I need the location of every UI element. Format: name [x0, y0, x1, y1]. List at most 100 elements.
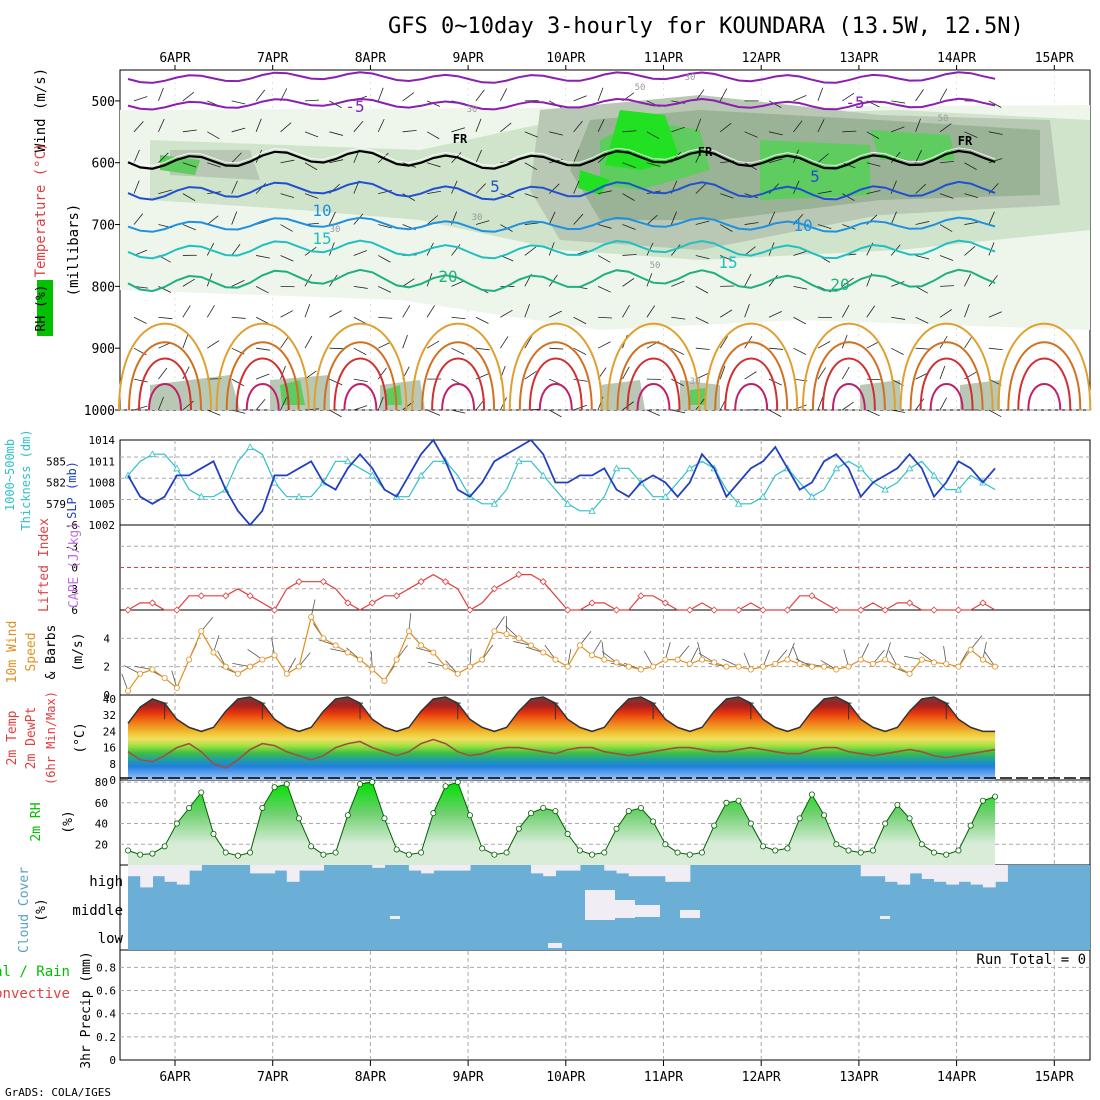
- lifted-index-series-point: [710, 606, 718, 614]
- date-label-top: 14APR: [937, 51, 976, 66]
- wind-label-2: Speed: [24, 632, 39, 671]
- rh2m-series-point: [344, 812, 351, 819]
- wind-barb: [133, 213, 144, 225]
- wind-speed-series-point: [882, 656, 889, 663]
- wind-speed-series-point: [650, 663, 657, 670]
- rh2m-series-point: [320, 851, 327, 858]
- wind10-barb: [787, 642, 795, 660]
- wind-barb: [793, 180, 800, 194]
- wind-barb: [597, 190, 612, 195]
- temp-contour-warm: [1017, 357, 1072, 411]
- wind10-barb: [494, 616, 505, 632]
- rh-contour-label: 30: [472, 213, 483, 223]
- wind-speed-series-point: [418, 642, 425, 649]
- wind-barb: [671, 378, 684, 387]
- rh2m-series-point: [906, 815, 913, 822]
- wind-barb: [769, 347, 784, 350]
- wind-speed-series-point: [528, 642, 535, 649]
- wind-speed-series-point: [369, 666, 376, 673]
- pressure-label-1: 1000~500mb: [3, 439, 17, 511]
- wind-barb: [646, 162, 661, 167]
- date-label-bottom: 12APR: [742, 1070, 781, 1085]
- rh-contour-label: 30: [330, 225, 341, 235]
- date-label-bottom: 15APR: [1035, 1070, 1074, 1085]
- cloud-high-gap: [433, 865, 447, 871]
- thickness-tick-label: 582: [46, 477, 66, 490]
- date-label-top: 15APR: [1035, 51, 1074, 66]
- lifted-index-series-point: [490, 585, 498, 593]
- wind-barb: [793, 316, 807, 325]
- wind-barb: [500, 122, 512, 133]
- wind-barb: [353, 347, 367, 356]
- wind-barb: [622, 366, 630, 380]
- cloud-middle-gap: [585, 890, 615, 920]
- wind10-barb: [643, 650, 654, 667]
- wind-barb: [207, 131, 220, 140]
- wind-barb: [304, 162, 318, 171]
- wind-barb: [719, 365, 726, 380]
- wind-barb: [378, 316, 393, 319]
- temp-label-2: 2m DewPt: [24, 707, 39, 770]
- lifted-index-series-point: [735, 606, 743, 614]
- isotherm-5: [127, 180, 996, 201]
- lifted-index-series-point: [832, 606, 840, 614]
- wind-barb: [622, 130, 637, 133]
- wind-speed-series-point: [857, 656, 864, 663]
- wind-barb: [768, 131, 783, 136]
- cloud-high-gap: [408, 865, 422, 871]
- wind-label-unit: (m/s): [71, 632, 86, 671]
- wind-barb: [231, 409, 246, 414]
- date-label-bottom: 7APR: [257, 1070, 288, 1085]
- temp-label-3: (6hr Min/Max): [44, 691, 58, 785]
- wind-barb: [256, 255, 270, 259]
- wind-barb: [817, 119, 825, 132]
- rh2m-series-point: [430, 810, 437, 817]
- slp-series: [127, 438, 996, 527]
- wind-barb: [280, 310, 294, 318]
- rh2m-series-point: [613, 825, 620, 832]
- wind10-barb: [774, 649, 788, 665]
- wind-barb: [500, 336, 509, 349]
- wind-barb: [988, 311, 1002, 318]
- wind-speed-series-point: [711, 659, 718, 666]
- rh2m-series-point: [784, 845, 791, 852]
- thickness-series-point: [759, 492, 767, 500]
- wind-barb: [573, 404, 587, 411]
- pressure-label-2: Thickness (dm): [19, 429, 33, 530]
- lifted-index-series-point: [368, 599, 376, 607]
- wind-barb: [646, 409, 660, 416]
- wind-barb: [573, 213, 584, 225]
- wind-barb: [426, 409, 441, 416]
- date-label-bottom: 14APR: [937, 1070, 976, 1085]
- temp-contour-warm: [714, 341, 789, 411]
- wind-barb: [255, 398, 266, 411]
- pressure-tick-label: 700: [92, 219, 115, 234]
- rh2m-series-point: [674, 849, 681, 856]
- rh-legend-swatch: [37, 280, 53, 336]
- rh2m-series-point: [308, 843, 315, 850]
- wind-barb: [524, 222, 539, 225]
- wind-barb: [744, 222, 759, 225]
- date-label-bottom: 8APR: [355, 1070, 386, 1085]
- cloud-level-low: low: [98, 931, 124, 947]
- rh2m-series-point: [808, 791, 815, 798]
- wind-barb: [402, 129, 417, 133]
- wind-barb: [817, 224, 832, 229]
- wind-barb: [866, 131, 880, 139]
- temp-tick-label: 16: [103, 742, 116, 755]
- wind-barb: [158, 396, 164, 411]
- wind-speed-series-point: [149, 666, 156, 673]
- date-label-top: 12APR: [742, 51, 781, 66]
- wind-speed-series-point: [198, 628, 205, 635]
- temp-contour-warm: [1027, 383, 1062, 411]
- wind-barb: [841, 366, 850, 380]
- wind-barb: [426, 305, 435, 318]
- wind-barb: [231, 243, 241, 256]
- wind10-barb: [318, 639, 336, 646]
- wind-speed-series-point: [454, 670, 461, 677]
- temp-contour-warm: [724, 357, 779, 411]
- wind-barb: [768, 100, 782, 108]
- wind-barb: [353, 316, 367, 325]
- rh2m-series-point: [405, 851, 412, 858]
- contour-label: 20: [438, 267, 457, 286]
